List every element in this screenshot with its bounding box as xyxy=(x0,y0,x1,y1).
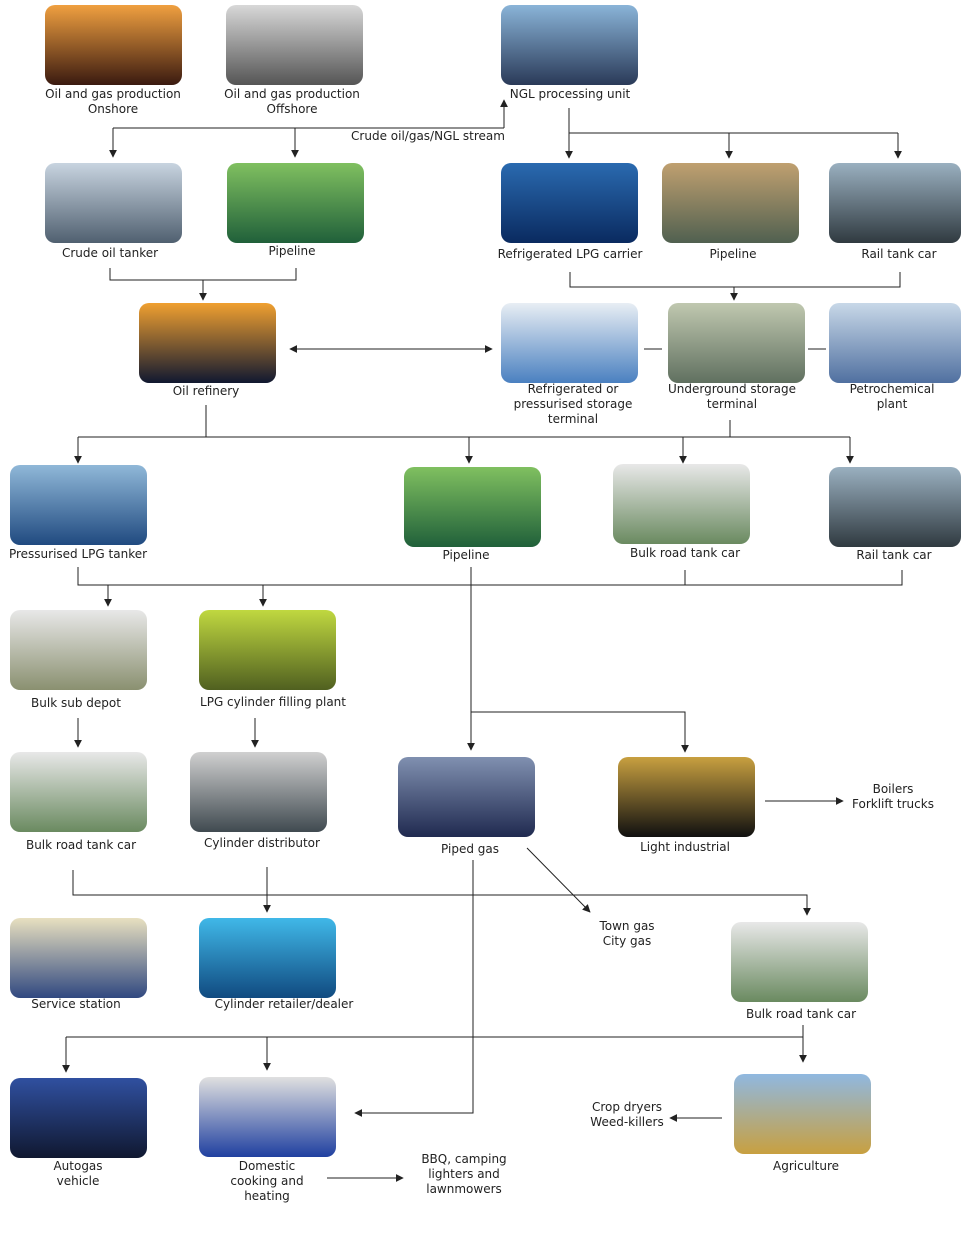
node-label: Cylinder distributor xyxy=(204,836,320,850)
node-image xyxy=(734,1074,871,1154)
node-image xyxy=(829,303,961,383)
node-label: Onshore xyxy=(88,102,138,116)
node-label: heating xyxy=(244,1189,290,1203)
node-label: Underground storage xyxy=(668,382,796,396)
node-label: Light industrial xyxy=(640,840,730,854)
node-image xyxy=(829,163,961,243)
node-label: Pipeline xyxy=(710,247,757,261)
node-image xyxy=(829,467,961,547)
node-label: Refrigerated LPG carrier xyxy=(498,247,643,261)
node-image xyxy=(404,467,541,547)
node-label: Agriculture xyxy=(773,1159,839,1173)
node-label: plant xyxy=(877,397,908,411)
node-label: Rail tank car xyxy=(861,247,936,261)
node-label: cooking and xyxy=(230,1174,303,1188)
connector xyxy=(109,268,297,281)
node-image xyxy=(10,752,147,832)
node-label: terminal xyxy=(548,412,598,426)
annotation: Town gas xyxy=(598,919,654,933)
node-label: vehicle xyxy=(57,1174,100,1188)
node-image xyxy=(199,1077,336,1157)
node-image xyxy=(10,465,147,545)
connector xyxy=(471,711,689,753)
node-label: Bulk road tank car xyxy=(630,546,740,560)
node-label: Petrochemical xyxy=(850,382,935,396)
connector xyxy=(72,870,811,916)
annotation: BBQ, camping xyxy=(421,1152,506,1166)
node-label: Piped gas xyxy=(441,842,499,856)
node-image xyxy=(139,303,276,383)
node-image xyxy=(10,1078,147,1158)
annotation: Crop dryers xyxy=(592,1100,662,1114)
connector xyxy=(354,860,474,1117)
node-label: pressurised storage xyxy=(514,397,633,411)
annotation: Forklift trucks xyxy=(852,797,934,811)
connector xyxy=(569,272,901,288)
connectors xyxy=(62,99,903,1182)
node-image xyxy=(10,610,147,690)
annotation: Boilers xyxy=(873,782,914,796)
node-image xyxy=(501,5,638,85)
node-label: Pressurised LPG tanker xyxy=(9,547,147,561)
node-label: Bulk sub depot xyxy=(31,696,121,710)
node-image xyxy=(618,757,755,837)
node-label: Bulk road tank car xyxy=(26,838,136,852)
node-label: Offshore xyxy=(267,102,318,116)
node-label: Oil and gas production xyxy=(224,87,360,101)
node-label: Pipeline xyxy=(269,244,316,258)
node-image xyxy=(226,5,363,85)
node-label: NGL processing unit xyxy=(510,87,631,101)
node-image xyxy=(662,163,799,243)
connector xyxy=(526,847,591,913)
node-image xyxy=(668,303,805,383)
node-image xyxy=(501,163,638,243)
node-image xyxy=(10,918,147,998)
node-label: Oil refinery xyxy=(173,384,240,398)
node-label: Crude oil tanker xyxy=(62,246,158,260)
node-label: Refrigerated or xyxy=(528,382,619,396)
node-image xyxy=(45,163,182,243)
node-label: Oil and gas production xyxy=(45,87,181,101)
node-label: Autogas xyxy=(53,1159,102,1173)
node-image xyxy=(613,464,750,544)
node-label: LPG cylinder filling plant xyxy=(200,695,346,709)
node-image xyxy=(227,163,364,243)
annotation: lighters and xyxy=(428,1167,500,1181)
node-label: Rail tank car xyxy=(856,548,931,562)
annotation: City gas xyxy=(603,934,652,948)
annotation: Weed-killers xyxy=(590,1115,663,1129)
node-label: Domestic xyxy=(239,1159,296,1173)
node-image xyxy=(398,757,535,837)
node-label: Service station xyxy=(31,997,120,1011)
connector xyxy=(77,567,903,586)
node-image xyxy=(501,303,638,383)
node-label: Bulk road tank car xyxy=(746,1007,856,1021)
node-label: Pipeline xyxy=(443,548,490,562)
connector xyxy=(78,405,850,438)
node-image xyxy=(199,610,336,690)
node-image xyxy=(45,5,182,85)
node-image xyxy=(199,918,336,998)
node-image xyxy=(731,922,868,1002)
annotation: Crude oil/gas/NGL stream xyxy=(351,129,505,143)
node-image xyxy=(190,752,327,832)
node-label: Cylinder retailer/dealer xyxy=(215,997,354,1011)
connector xyxy=(66,1025,804,1038)
annotation: lawnmowers xyxy=(426,1182,502,1196)
node-label: terminal xyxy=(707,397,757,411)
